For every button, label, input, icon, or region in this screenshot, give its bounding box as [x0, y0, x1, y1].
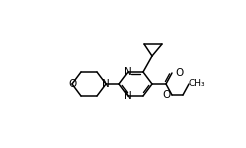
Text: O: O	[163, 90, 171, 100]
Text: CH₃: CH₃	[189, 79, 205, 89]
Text: O: O	[68, 79, 76, 89]
Text: N: N	[124, 91, 132, 101]
Text: O: O	[175, 68, 183, 78]
Text: N: N	[102, 79, 110, 89]
Text: N: N	[124, 67, 132, 77]
